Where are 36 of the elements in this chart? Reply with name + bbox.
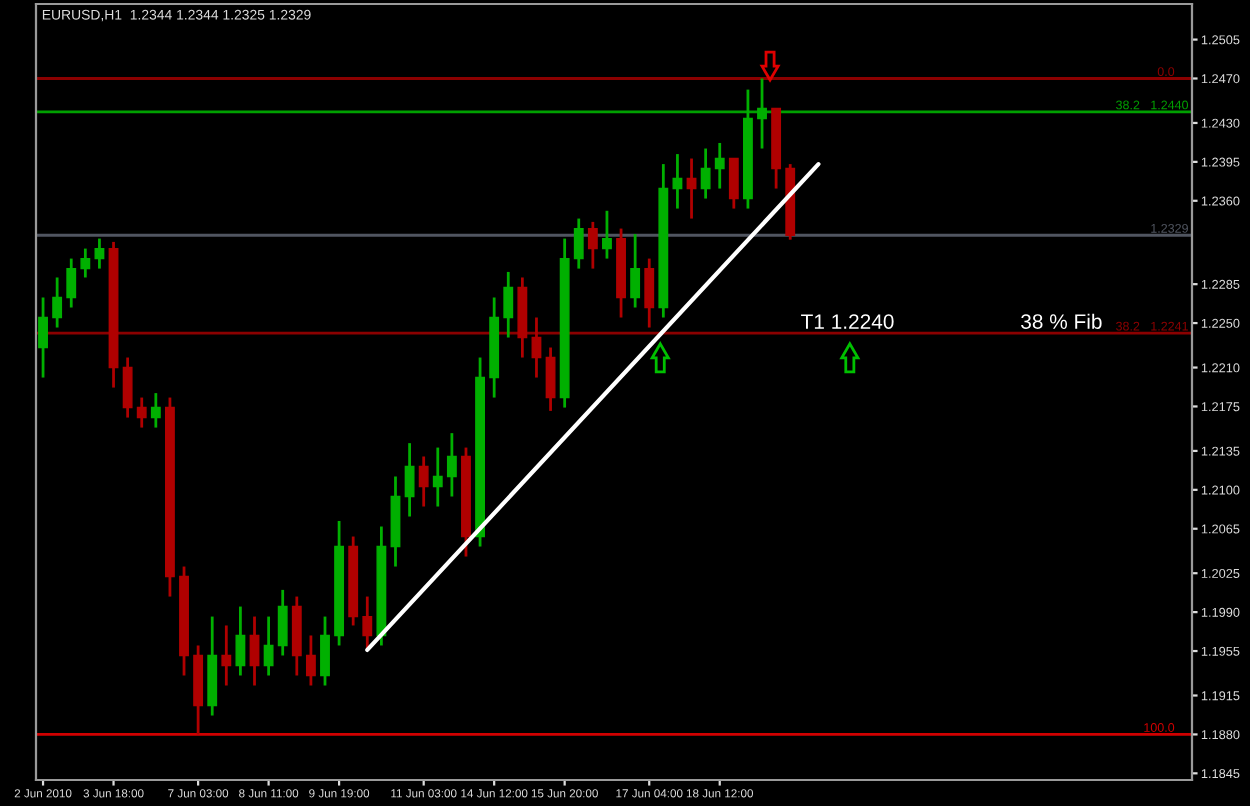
candlestick: [52, 276, 63, 329]
candlestick: [235, 605, 246, 677]
candlestick: [644, 257, 655, 329]
candlestick: [432, 446, 443, 508]
candlestick: [573, 217, 584, 270]
candlestick: [305, 634, 316, 687]
candlestick: [362, 595, 373, 652]
candlestick: [587, 220, 598, 270]
annotation: T1 1.2240: [801, 314, 894, 329]
candlestick: [404, 441, 415, 518]
candlestick: [277, 588, 288, 657]
candlestick: [38, 296, 48, 379]
candlestick: [686, 157, 697, 220]
candlestick: [630, 232, 641, 309]
candlestick: [94, 237, 105, 270]
candlestick: [418, 455, 429, 508]
candlestick: [531, 316, 542, 379]
candlestick: [714, 141, 725, 190]
candlestick: [503, 270, 514, 339]
candlestick: [122, 356, 133, 419]
candlestick: [320, 615, 330, 687]
candlestick: [150, 391, 161, 429]
candlestick: [700, 147, 711, 200]
candlestick: [757, 77, 767, 150]
candlestick: [263, 615, 274, 677]
annotation: 38 % Fib: [1021, 313, 1102, 329]
candlestick: [249, 615, 260, 687]
candlestick: [66, 257, 77, 309]
candlestick: [446, 431, 457, 498]
candlestick: [728, 157, 739, 210]
candlestick: [136, 396, 147, 429]
candlestick: [80, 247, 91, 279]
candlestick: [602, 209, 612, 260]
candlestick: [545, 346, 556, 413]
candlestick: [221, 624, 232, 687]
candlestick: [672, 152, 683, 210]
